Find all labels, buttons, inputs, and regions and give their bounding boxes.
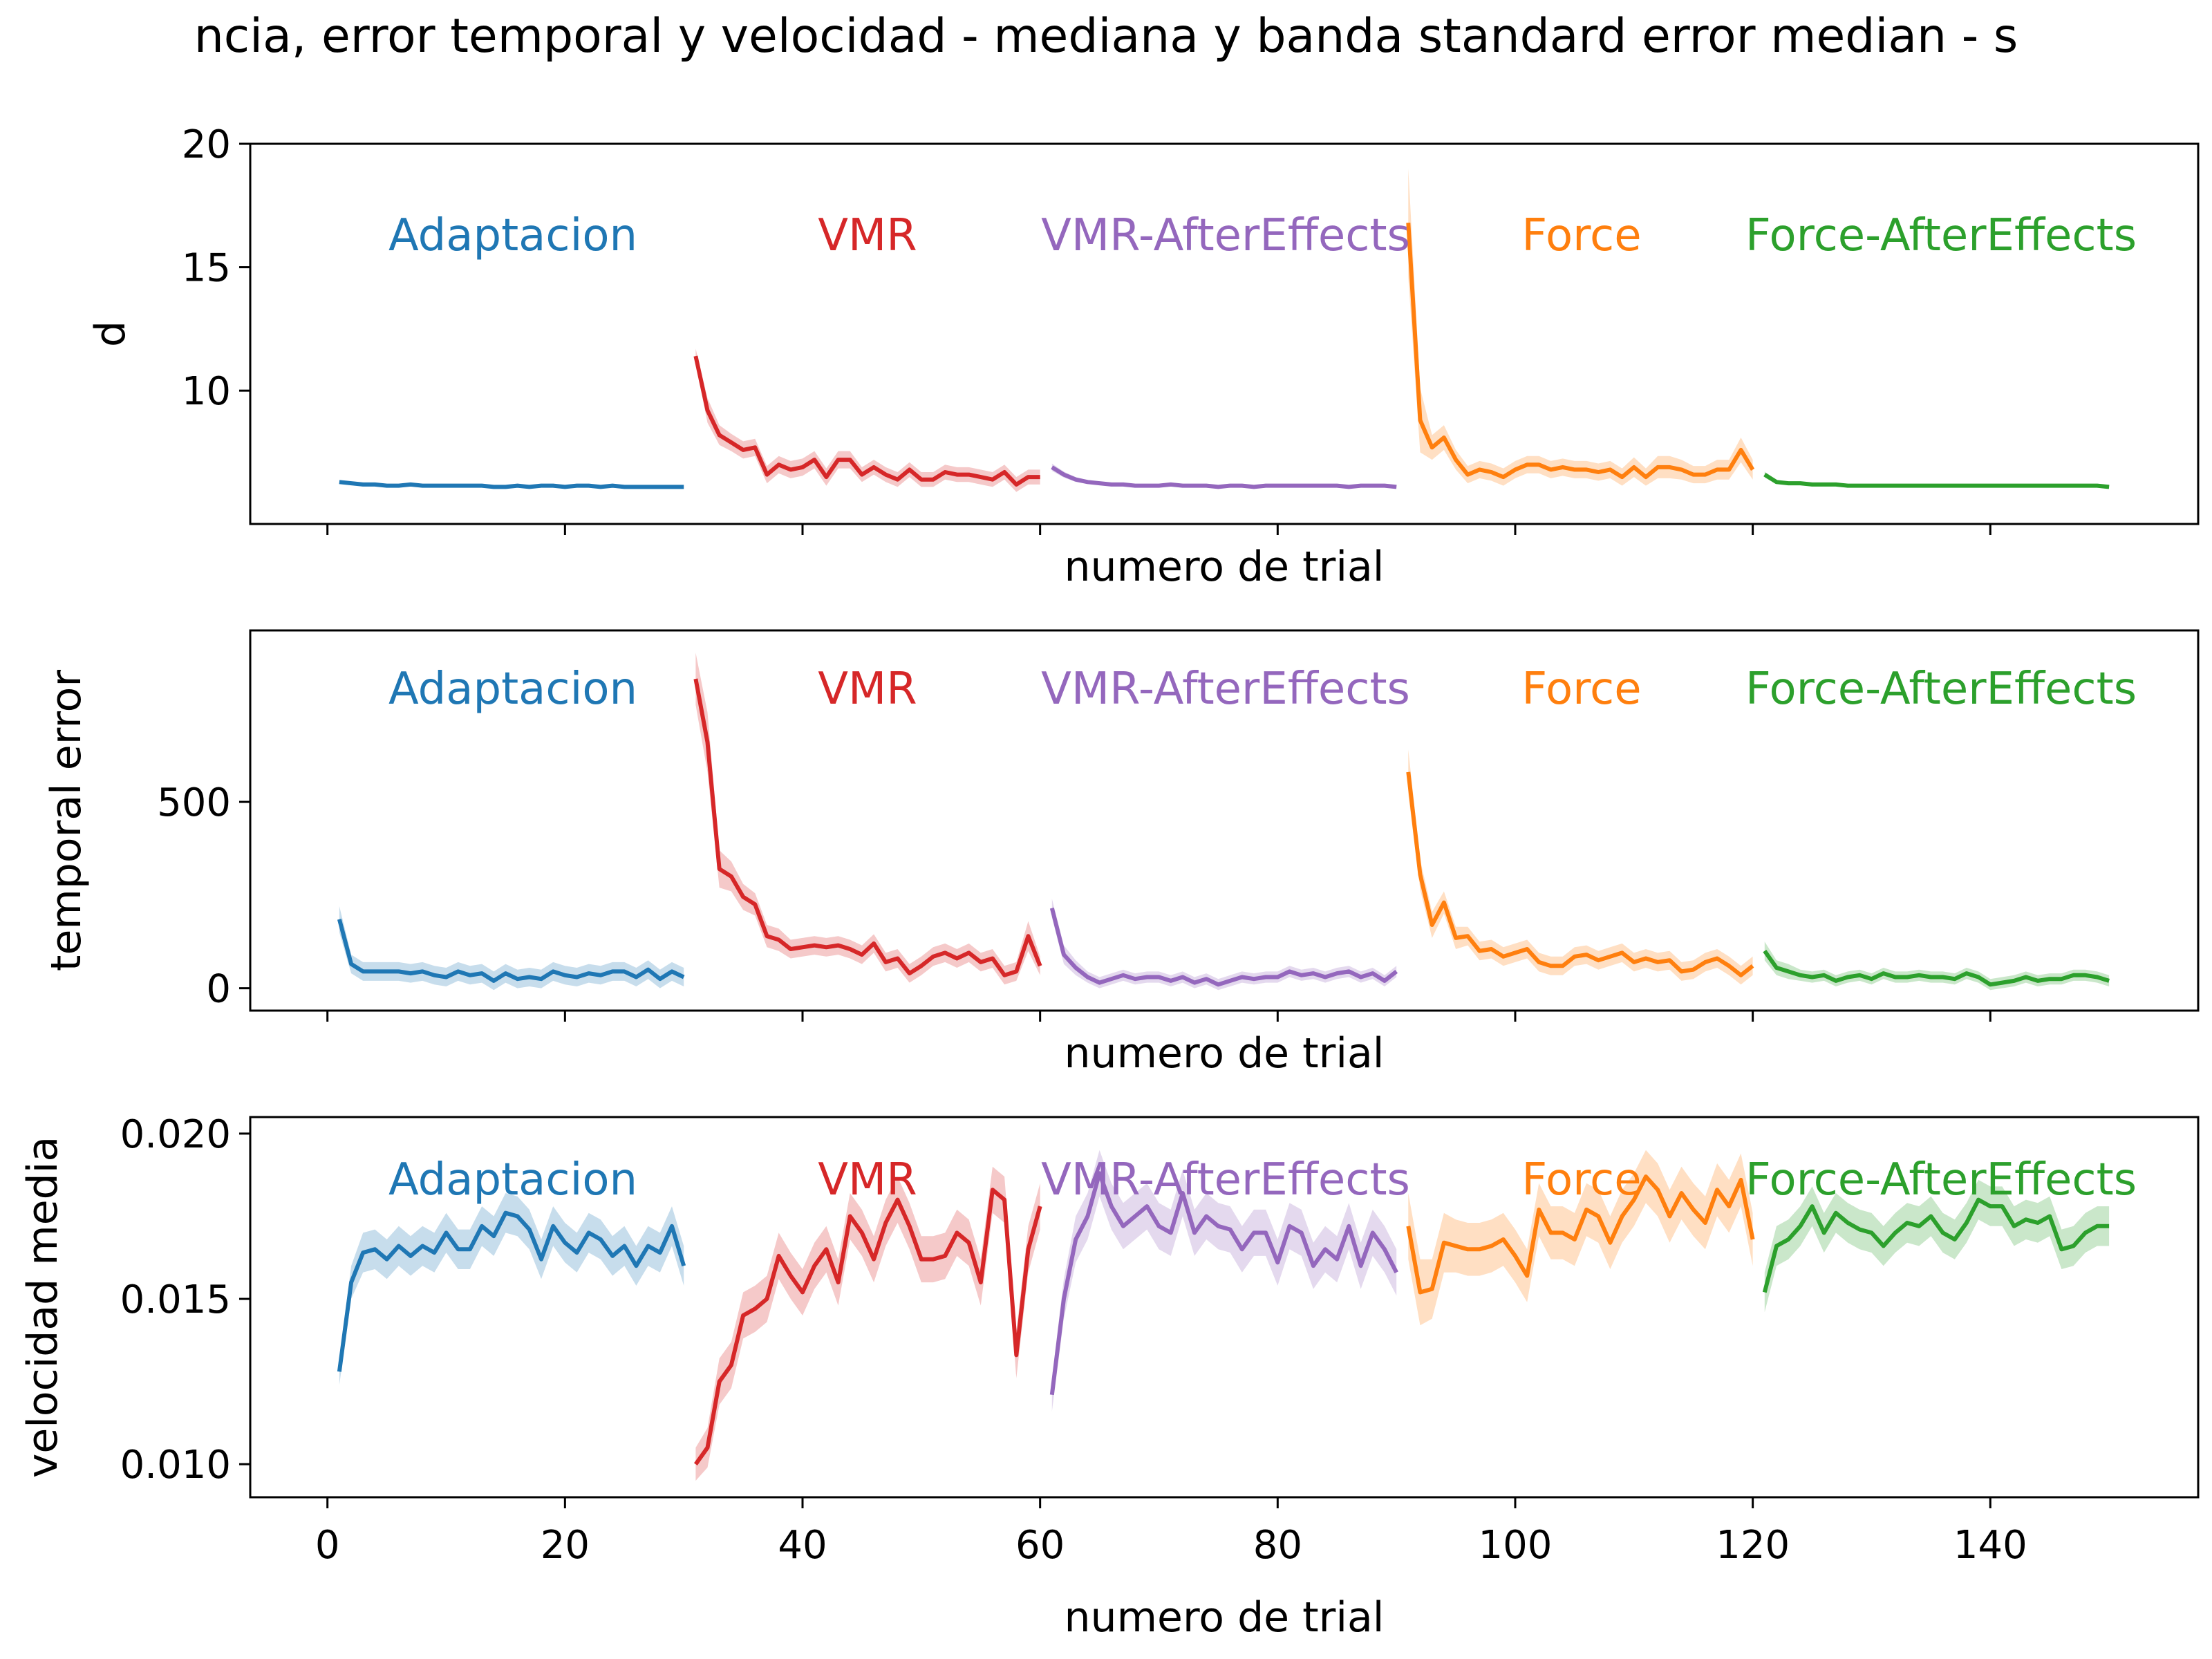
series-line-vmr [693, 355, 1040, 487]
x-tick-label: 100 [1479, 1523, 1553, 1568]
annotation-force-aftereffects: Force-AfterEffects [1745, 210, 2137, 261]
panel-1: 10 15 20 numero de trial d Adaptacion VMR VMR-A… [86, 122, 2200, 591]
annotation-vmr: VMR [818, 664, 917, 715]
x-tick-label: 140 [1953, 1523, 2027, 1568]
figure-title: ncia, error temporal y velocidad - media… [194, 9, 2018, 64]
y-tick-label: 15 [182, 246, 231, 291]
series-line-vmr [693, 678, 1042, 977]
y-tick-label: 0.010 [120, 1443, 231, 1488]
series-line-vmr-aftereffects [1051, 465, 1397, 489]
y-axis-label: velocidad media [19, 1136, 67, 1478]
series-line-force-aftereffects [1763, 473, 2110, 489]
plot-frame [249, 1116, 2200, 1499]
x-axis-label: numero de trial [1065, 1029, 1385, 1078]
series-line-force [1406, 223, 1755, 480]
annotation-vmr-aftereffects: VMR-AfterEffects [1041, 210, 1410, 261]
y-tick-label: 0 [206, 967, 231, 1012]
y-tick-label: 20 [182, 122, 231, 167]
y-tick-label: 0.020 [120, 1112, 231, 1157]
y-tick-label: 0.015 [120, 1277, 231, 1322]
series-band-vmr-aftereffects [1051, 899, 1397, 991]
x-tick-label: 0 [315, 1523, 340, 1568]
series-line-vmr [693, 1188, 1042, 1465]
panels: 10 15 20 numero de trial d Adaptacion VMR VMR-A… [19, 122, 2200, 1642]
panel-3: 0 20 40 60 80 100 120 140 0.010 0.015 0.020 numero … [19, 1112, 2200, 1642]
x-tick-label: 60 [1015, 1523, 1065, 1568]
annotation-vmr-aftereffects: VMR-AfterEffects [1041, 664, 1410, 715]
series-line-adaptacion [337, 919, 685, 983]
plot-frame [249, 629, 2200, 1012]
series-line-force-aftereffects [1763, 949, 2110, 987]
x-tick-label: 40 [778, 1523, 827, 1568]
annotation-force: Force [1521, 664, 1641, 715]
series-band-force [1408, 1150, 1753, 1326]
y-tick-label: 500 [157, 780, 231, 825]
y-tick-label: 10 [182, 369, 231, 414]
annotation-force-aftereffects: Force-AfterEffects [1745, 1154, 2137, 1206]
series-line-vmr-aftereffects [1049, 907, 1398, 987]
x-axis-label: numero de trial [1065, 543, 1385, 591]
series-band-adaptacion [339, 1193, 684, 1385]
annotation-vmr: VMR [818, 1154, 917, 1206]
x-axis-label: numero de trial [1065, 1593, 1385, 1642]
annotation-adaptacion: Adaptacion [388, 664, 637, 715]
annotation-force: Force [1521, 1154, 1641, 1206]
series-line-vmr-aftereffects [1049, 1171, 1398, 1396]
series-line-adaptacion [337, 1210, 686, 1372]
annotation-vmr-aftereffects: VMR-AfterEffects [1041, 1154, 1410, 1206]
x-tick-label: 20 [541, 1523, 590, 1568]
x-tick-label: 120 [1716, 1523, 1790, 1568]
series-line-force [1406, 771, 1754, 977]
series-line-force [1406, 1174, 1755, 1295]
series-line-force-aftereffects [1762, 1197, 2110, 1293]
series-band-force-aftereffects [1764, 1179, 2110, 1313]
annotation-adaptacion: Adaptacion [388, 210, 637, 261]
annotation-vmr: VMR [818, 210, 917, 261]
annotation-force-aftereffects: Force-AfterEffects [1745, 664, 2137, 715]
y-axis-label: temporal error [42, 670, 91, 971]
series-band-vmr [695, 1166, 1040, 1481]
series-line-adaptacion [339, 480, 684, 489]
panel-2: 0 500 numero de trial temporal error Adaptac… [42, 629, 2200, 1078]
annotation-adaptacion: Adaptacion [388, 1154, 637, 1206]
series-band-vmr [695, 348, 1040, 492]
y-axis-label: d [86, 321, 135, 347]
annotation-force: Force [1521, 210, 1641, 261]
series-band-adaptacion [339, 906, 684, 991]
plot-frame [249, 142, 2200, 525]
x-tick-label: 80 [1253, 1523, 1302, 1568]
